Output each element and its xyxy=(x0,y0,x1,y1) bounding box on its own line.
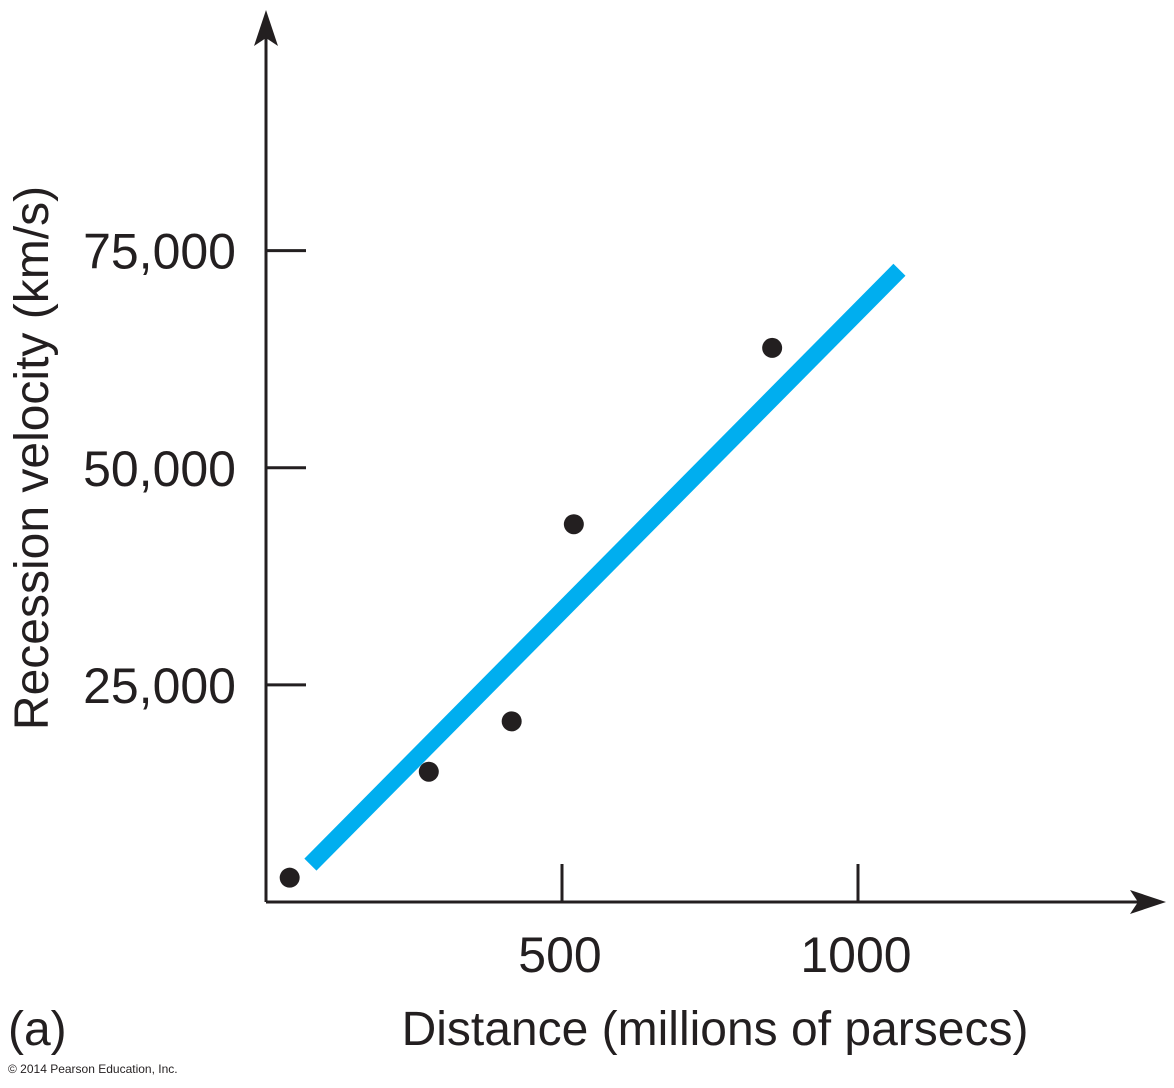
x-axis-label: Distance (millions of parsecs) xyxy=(402,1003,1029,1056)
data-point xyxy=(563,514,584,535)
data-point xyxy=(762,337,783,358)
y-tick-label: 50,000 xyxy=(83,441,236,497)
x-tick-label: 1000 xyxy=(800,927,911,983)
x-axis-arrowhead xyxy=(1130,890,1166,914)
y-tick-label: 25,000 xyxy=(83,658,236,714)
fit-line-group xyxy=(304,263,906,871)
data-point xyxy=(279,867,300,888)
panel-label: (a) xyxy=(8,1003,67,1056)
best-fit-line xyxy=(304,263,906,871)
data-point xyxy=(501,711,522,732)
copyright-notice: © 2014 Pearson Education, Inc. xyxy=(8,1062,178,1076)
data-points-group xyxy=(279,337,783,888)
y-axis-label: Recession velocity (km/s) xyxy=(6,186,59,730)
y-tick-label: 75,000 xyxy=(83,224,236,280)
data-point xyxy=(418,761,439,782)
y-ticks-group: 25,000 50,000 75,000 xyxy=(83,224,306,714)
y-axis-arrowhead xyxy=(254,10,278,46)
x-ticks-group: 500 1000 xyxy=(518,864,912,983)
x-tick-label: 500 xyxy=(518,927,601,983)
